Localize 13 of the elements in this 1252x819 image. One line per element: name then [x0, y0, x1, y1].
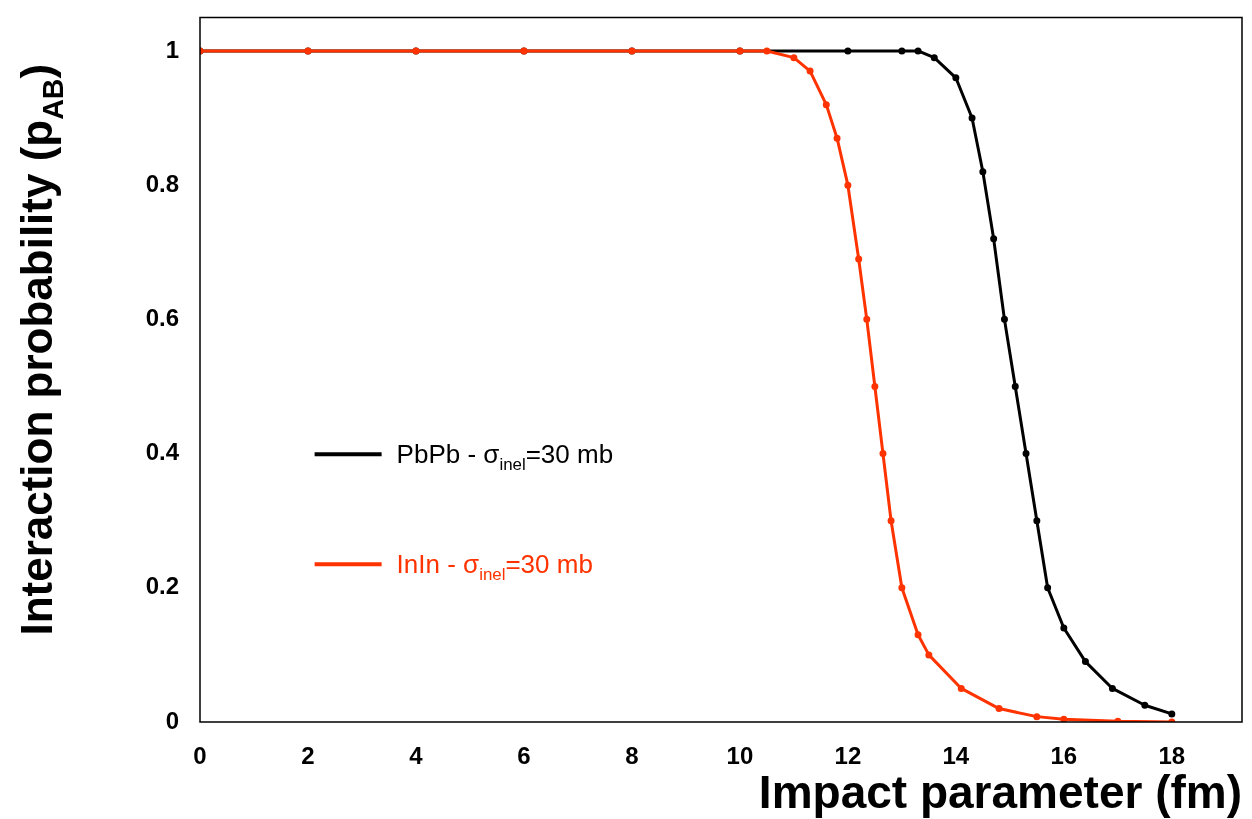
- y-tick-label: 0: [165, 706, 179, 734]
- x-tick-label: 10: [726, 742, 754, 770]
- y-axis-title: Interaction probability (pAB): [12, 63, 69, 636]
- y-tick-label: 0.8: [145, 169, 179, 197]
- x-tick-label: 2: [301, 742, 315, 770]
- y-tick-label: 1: [165, 35, 179, 63]
- x-tick-label: 0: [193, 742, 207, 770]
- x-tick-label: 8: [625, 742, 639, 770]
- x-tick-label: 4: [409, 742, 424, 770]
- y-tick-label: 0.4: [145, 438, 180, 466]
- y-tick-label: 0.2: [145, 572, 179, 600]
- y-tick-label: 0.6: [145, 304, 179, 331]
- x-tick-label: 6: [517, 742, 531, 770]
